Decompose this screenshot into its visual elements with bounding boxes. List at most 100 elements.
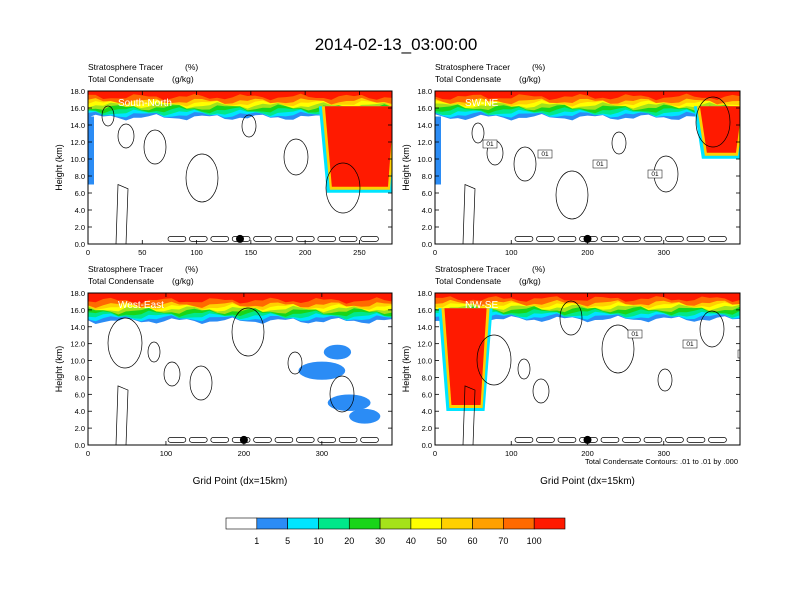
- contour-note: Total Condensate Contours: .01 to .01 by…: [585, 457, 738, 466]
- colorbar-segment: [349, 518, 380, 529]
- condensate-contours: [463, 301, 726, 445]
- y-tick-label: 8.0: [422, 373, 432, 382]
- panel-header-tracer-unit: (%): [532, 62, 545, 72]
- y-tick-label: 6.0: [422, 189, 432, 198]
- colorbar-label: 60: [468, 536, 478, 546]
- y-tick-label: 8.0: [75, 172, 85, 181]
- contour-line: [601, 437, 619, 442]
- contour-line: [463, 185, 475, 245]
- y-tick-label: 8.0: [422, 172, 432, 181]
- contour-line: [275, 236, 293, 241]
- y-tick-label: 0.0: [75, 441, 85, 450]
- colorbar-label: 10: [313, 536, 323, 546]
- contour-line: [211, 236, 229, 241]
- y-tick-label: 2.0: [75, 424, 85, 433]
- panel-header-tracer: Stratosphere Tracer: [435, 62, 510, 72]
- panel-header-tracer-unit: (%): [185, 62, 198, 72]
- panel-header-condensate: Total Condensate: [435, 74, 501, 84]
- y-tick-label: 4.0: [75, 206, 85, 215]
- x-tick-label: 0: [433, 248, 437, 257]
- panel-header-condensate: Total Condensate: [88, 276, 154, 286]
- y-tick-label: 14.0: [417, 323, 432, 332]
- contour-line: [118, 124, 134, 148]
- contour-line: [189, 437, 207, 442]
- contour-label-text: 01: [686, 341, 694, 348]
- y-tick-label: 18.0: [417, 87, 432, 96]
- contour-line: [515, 236, 533, 241]
- colorbar-segment: [473, 518, 504, 529]
- y-axis-label: Height (km): [54, 144, 64, 191]
- x-tick-label: 300: [657, 248, 670, 257]
- contour-line: [318, 437, 336, 442]
- x-tick-label: 200: [299, 248, 312, 257]
- contour-line: [168, 236, 186, 241]
- section-label: SW-NE: [465, 98, 498, 109]
- panel-header-tracer: Stratosphere Tracer: [88, 264, 163, 274]
- contour-line: [242, 115, 256, 137]
- colorbar-label: 1: [254, 536, 259, 546]
- x-tick-label: 300: [316, 449, 329, 458]
- contour-label-text: 01: [486, 141, 494, 148]
- panel-header-condensate: Total Condensate: [88, 74, 154, 84]
- y-tick-label: 10.0: [70, 357, 85, 366]
- panel-south-north: South-NorthStratosphere Tracer(%)Total C…: [54, 62, 400, 257]
- y-tick-label: 0.0: [422, 240, 432, 249]
- contour-line: [687, 236, 705, 241]
- contour-label-text: 01: [541, 151, 549, 158]
- x-tick-label: 50: [138, 248, 146, 257]
- y-tick-label: 6.0: [75, 390, 85, 399]
- panel-header-condensate-unit: (g/kg): [519, 276, 541, 286]
- colorbar-label: 30: [375, 536, 385, 546]
- y-tick-label: 12.0: [417, 138, 432, 147]
- colorbar-segment: [257, 518, 288, 529]
- colorbar-label: 20: [344, 536, 354, 546]
- contour-label-text: 01: [596, 161, 604, 168]
- tracer-filament: [435, 117, 441, 185]
- y-tick-label: 10.0: [417, 155, 432, 164]
- panel-header-condensate: Total Condensate: [435, 276, 501, 286]
- x-tick-label: 100: [505, 449, 518, 458]
- panel-header-tracer: Stratosphere Tracer: [435, 264, 510, 274]
- tracer-filament: [324, 345, 351, 360]
- contour-label: 01: [483, 140, 497, 148]
- contour-line: [116, 185, 128, 245]
- contour-line: [254, 236, 272, 241]
- panel-header-condensate-unit: (g/kg): [172, 276, 194, 286]
- y-tick-label: 4.0: [75, 407, 85, 416]
- y-tick-label: 6.0: [75, 189, 85, 198]
- x-tick-label: 100: [160, 449, 173, 458]
- x-tick-label: 0: [433, 449, 437, 458]
- contour-line: [709, 236, 727, 241]
- contour-line: [361, 236, 379, 241]
- section-label: South-North: [118, 98, 172, 109]
- contour-line: [254, 437, 272, 442]
- panel-header-tracer-unit: (%): [532, 264, 545, 274]
- tracer-filament: [88, 117, 94, 185]
- contour-line: [472, 123, 484, 143]
- x-axis-label: Grid Point (dx=15km): [540, 476, 635, 487]
- y-tick-label: 14.0: [70, 121, 85, 130]
- contour-line: [558, 236, 576, 241]
- y-tick-label: 14.0: [70, 323, 85, 332]
- contour-line: [558, 437, 576, 442]
- y-tick-label: 4.0: [422, 407, 432, 416]
- x-tick-label: 300: [657, 449, 670, 458]
- y-tick-label: 18.0: [417, 289, 432, 298]
- y-tick-label: 16.0: [70, 306, 85, 315]
- y-tick-label: 10.0: [70, 155, 85, 164]
- contour-line: [666, 236, 684, 241]
- contour-line: [533, 379, 549, 403]
- colorbar-label: 100: [527, 536, 542, 546]
- contour-line: [644, 236, 662, 241]
- colorbar-segment: [503, 518, 534, 529]
- colorbar-label: 50: [437, 536, 447, 546]
- contour-line: [361, 437, 379, 442]
- colorbar-segment: [288, 518, 319, 529]
- plot-area: 01010101: [435, 91, 748, 244]
- colorbar-segment: [411, 518, 442, 529]
- colorbar-label: 40: [406, 536, 416, 546]
- contour-line: [148, 342, 160, 362]
- y-tick-label: 16.0: [70, 104, 85, 113]
- y-tick-label: 2.0: [422, 223, 432, 232]
- contour-line: [108, 318, 142, 368]
